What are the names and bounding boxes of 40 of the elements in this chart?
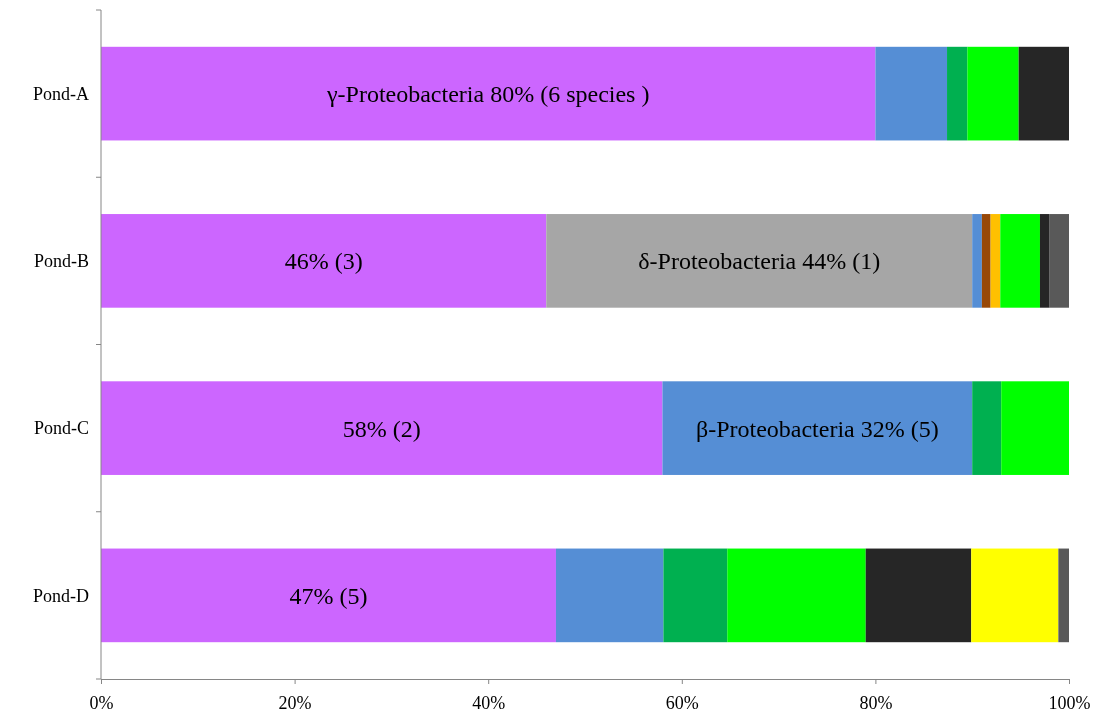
bar xyxy=(947,46,968,141)
bar xyxy=(990,214,1001,308)
bar xyxy=(663,548,728,643)
data-label: 46% (3) xyxy=(284,248,363,275)
bar xyxy=(546,214,973,308)
bar xyxy=(662,381,973,475)
bar xyxy=(727,548,866,643)
bar xyxy=(971,548,1059,643)
x-tick-label: 60% xyxy=(665,692,699,713)
bar xyxy=(981,214,991,308)
bar xyxy=(101,214,547,308)
y-tick-label: Pond-B xyxy=(33,251,89,272)
bar xyxy=(967,46,1019,141)
y-tick-label: Pond-D xyxy=(32,585,89,606)
bar xyxy=(1018,46,1069,141)
bar xyxy=(1058,548,1069,643)
x-tick-label: 40% xyxy=(472,692,506,713)
bar xyxy=(972,381,1002,475)
bar xyxy=(101,381,663,475)
bar xyxy=(865,548,972,643)
bar xyxy=(555,548,664,643)
bar xyxy=(1039,214,1050,308)
bar xyxy=(101,46,876,141)
data-label: δ-Proteobacteria 44% (1) xyxy=(638,248,881,275)
bar xyxy=(1049,214,1069,308)
x-tick-label: 0% xyxy=(89,692,114,713)
bar xyxy=(1000,214,1040,308)
bar xyxy=(875,46,948,141)
data-label: 58% (2) xyxy=(342,415,421,442)
y-tick-label: Pond-A xyxy=(32,83,89,104)
x-tick-label: 80% xyxy=(859,692,893,713)
x-tick-label: 20% xyxy=(278,692,312,713)
bar xyxy=(1001,381,1069,475)
data-label: β-Proteobacteria 32% (5) xyxy=(695,415,939,442)
bar xyxy=(101,548,556,643)
y-tick-label: Pond-C xyxy=(33,418,89,439)
data-label: γ-Proteobacteria 80% (6 species ) xyxy=(325,81,650,108)
x-tick-label: 100% xyxy=(1048,692,1091,713)
bar xyxy=(972,214,982,308)
data-label: 47% (5) xyxy=(289,582,368,609)
